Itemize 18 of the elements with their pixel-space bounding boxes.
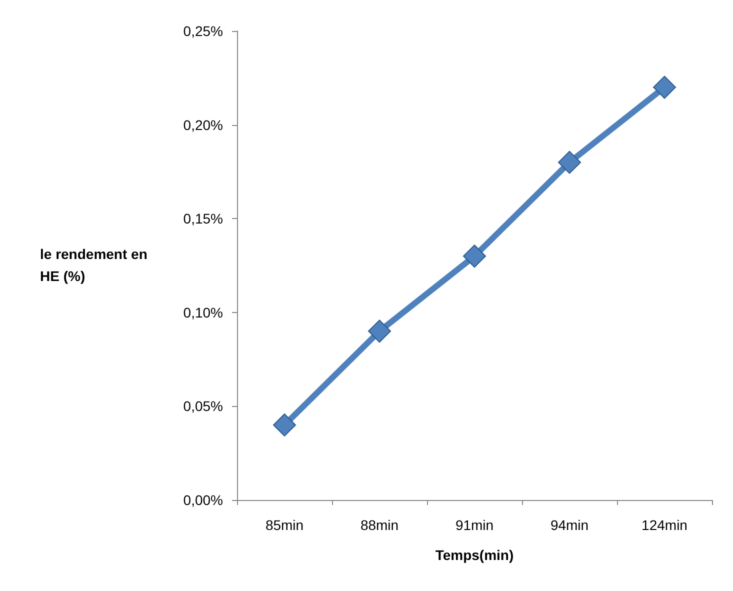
x-tick-label: 124min bbox=[642, 517, 688, 533]
y-axis-title: le rendement en HE (%) bbox=[40, 246, 152, 284]
y-tick-label: 0,15% bbox=[183, 210, 223, 227]
y-tick-label: 0,25% bbox=[183, 23, 223, 39]
y-tick-label: 0,10% bbox=[183, 304, 223, 320]
point bbox=[463, 244, 486, 268]
x-tick-label: 91min bbox=[455, 517, 494, 533]
x-tick-label: 85min bbox=[265, 517, 304, 533]
y-tick-label: 0,00% bbox=[183, 492, 223, 508]
y-tick-label: 0,05% bbox=[183, 398, 223, 414]
x-tick-label: 88min bbox=[360, 517, 399, 533]
y-tick-label: 0,20% bbox=[183, 116, 223, 133]
point bbox=[368, 320, 391, 343]
point bbox=[653, 76, 676, 99]
point bbox=[273, 413, 296, 436]
x-axis-title: Temps(min) bbox=[435, 547, 514, 563]
x-tick-label: 94min bbox=[550, 517, 589, 533]
point bbox=[558, 150, 581, 174]
